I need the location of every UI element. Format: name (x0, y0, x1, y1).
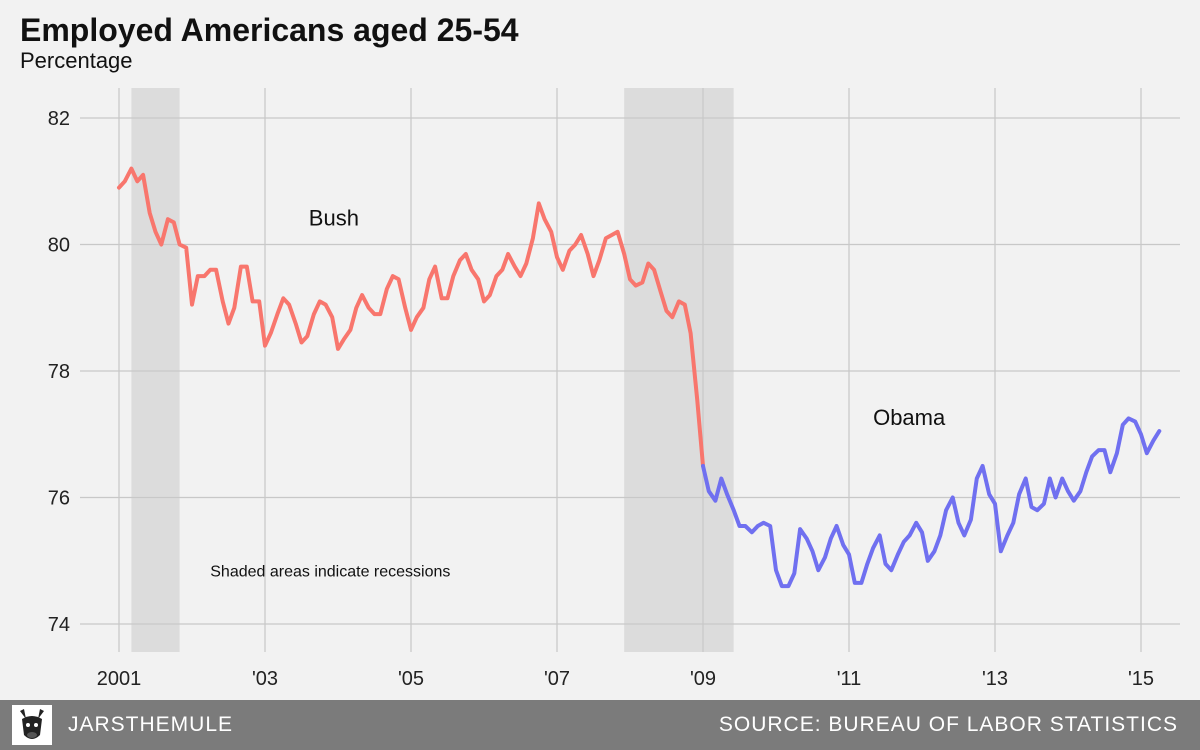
y-tick-label: 76 (48, 488, 70, 510)
x-tick-label: '03 (252, 668, 278, 690)
x-tick-label: '09 (690, 668, 716, 690)
x-tick-label: '07 (544, 668, 570, 690)
x-tick-label: '15 (1128, 668, 1154, 690)
footer-bar: JARSTHEMULE SOURCE: BUREAU OF LABOR STAT… (0, 700, 1200, 750)
footer-brand: JARSTHEMULE (68, 713, 234, 736)
recession-note: Shaded areas indicate recessions (210, 564, 450, 581)
series-line-obama (701, 416, 1162, 589)
y-tick-label: 78 (48, 361, 70, 383)
y-tick-label: 80 (48, 235, 70, 257)
x-tick-label: '11 (837, 668, 862, 690)
series-layer (117, 166, 1162, 589)
y-tick-label: 82 (48, 108, 70, 130)
label-layer: Bush Obama Shaded areas indicate recession… (210, 206, 946, 581)
y-tick-label: 74 (48, 614, 70, 636)
x-tick-labels: 2001 '03 '05 '07 '09 '11 '13 '15 (97, 668, 1154, 690)
recession-band-1 (131, 88, 180, 652)
line-chart: 74 76 78 80 82 2001 '03 '05 '07 '09 '11 '13 '15 Bus… (48, 88, 1180, 690)
y-tick-labels: 74 76 78 80 82 (48, 108, 70, 636)
chart-title: Employed Americans aged 25-54 (20, 12, 519, 48)
x-tick-label: '13 (982, 668, 1008, 690)
series-label-bush: Bush (309, 206, 359, 231)
mule-head-icon (12, 705, 52, 745)
recession-shading-layer (131, 88, 734, 652)
x-tick-label: '05 (398, 668, 424, 690)
series-label-obama: Obama (873, 405, 946, 430)
x-tick-label: 2001 (97, 668, 142, 690)
footer-source: SOURCE: BUREAU OF LABOR STATISTICS (718, 713, 1178, 736)
series-line-bush (117, 166, 705, 468)
recession-band-2 (624, 88, 734, 652)
chart-subtitle: Percentage (20, 48, 133, 73)
